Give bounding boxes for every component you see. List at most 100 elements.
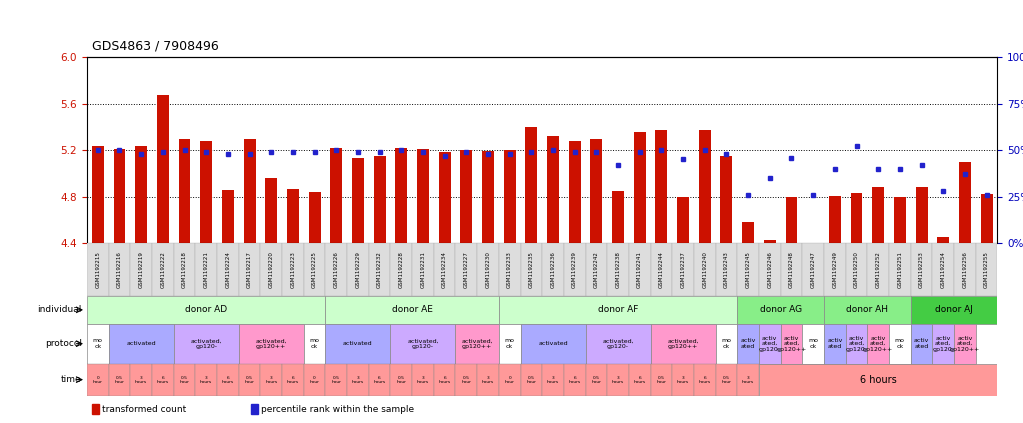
Text: GSM1192221: GSM1192221 <box>204 251 209 288</box>
Bar <box>157 96 169 243</box>
Text: transformed count: transformed count <box>101 405 186 414</box>
Text: GSM1192235: GSM1192235 <box>529 251 534 288</box>
Text: 0.5
hour: 0.5 hour <box>527 376 536 384</box>
Bar <box>391 364 412 396</box>
Bar <box>455 324 499 364</box>
Bar <box>412 243 434 296</box>
Text: GSM1192216: GSM1192216 <box>117 251 122 288</box>
Text: 0.5
hour: 0.5 hour <box>591 376 602 384</box>
Bar <box>547 136 559 243</box>
Bar <box>910 324 932 364</box>
Text: GSM1192253: GSM1192253 <box>919 251 924 288</box>
Bar <box>564 243 585 296</box>
Bar <box>889 243 910 296</box>
Bar <box>954 243 976 296</box>
Bar <box>569 141 581 243</box>
Bar <box>824 296 910 324</box>
Bar <box>802 243 824 296</box>
Text: 3
hours: 3 hours <box>265 376 277 384</box>
Text: GSM1192232: GSM1192232 <box>377 251 383 288</box>
Text: percentile rank within the sample: percentile rank within the sample <box>261 405 414 414</box>
Bar <box>850 193 862 243</box>
Text: donor AE: donor AE <box>392 305 433 314</box>
Bar <box>330 148 343 243</box>
Bar <box>325 243 347 296</box>
Bar <box>889 324 910 364</box>
Text: donor AJ: donor AJ <box>935 305 973 314</box>
Bar <box>959 162 971 243</box>
Text: GSM1192234: GSM1192234 <box>442 251 447 288</box>
Text: 3
hours: 3 hours <box>677 376 690 384</box>
Text: GSM1192225: GSM1192225 <box>312 251 317 288</box>
Bar <box>694 243 716 296</box>
Bar <box>152 364 174 396</box>
Text: activ
ated: activ ated <box>828 338 843 349</box>
Text: activ
ated,
gp120-: activ ated, gp120- <box>759 336 781 352</box>
Bar <box>179 139 190 243</box>
Bar <box>174 324 238 364</box>
Bar <box>846 324 868 364</box>
Text: GDS4863 / 7908496: GDS4863 / 7908496 <box>92 40 219 53</box>
Text: activated,
gp120-: activated, gp120- <box>603 338 634 349</box>
Text: donor AF: donor AF <box>597 305 638 314</box>
Bar <box>87 243 108 296</box>
Bar <box>612 191 624 243</box>
Bar <box>873 187 884 243</box>
Bar <box>417 149 429 243</box>
Text: 0.5
hour: 0.5 hour <box>244 376 255 384</box>
Bar <box>87 296 325 324</box>
Bar <box>564 364 585 396</box>
Bar <box>265 178 277 243</box>
Text: activ
ated,
gp120-: activ ated, gp120- <box>846 336 868 352</box>
Text: GSM1192241: GSM1192241 <box>637 251 642 288</box>
Text: donor AD: donor AD <box>185 305 227 314</box>
Text: protocol: protocol <box>45 339 82 348</box>
Text: GSM1192252: GSM1192252 <box>876 251 881 288</box>
Bar <box>201 141 212 243</box>
Bar <box>656 130 667 243</box>
Text: 3
hours: 3 hours <box>417 376 429 384</box>
Bar <box>152 243 174 296</box>
Text: 0.5
hour: 0.5 hour <box>115 376 125 384</box>
Bar <box>251 404 258 415</box>
Bar <box>738 243 759 296</box>
Bar <box>347 364 368 396</box>
Text: GSM1192237: GSM1192237 <box>680 251 685 288</box>
Bar <box>373 156 386 243</box>
Bar <box>807 243 819 264</box>
Text: 0.5
hour: 0.5 hour <box>396 376 406 384</box>
Bar <box>108 243 130 296</box>
Bar <box>651 364 672 396</box>
Bar <box>868 243 889 296</box>
Bar <box>217 243 238 296</box>
Text: GSM1192228: GSM1192228 <box>399 251 404 288</box>
Bar <box>738 364 759 396</box>
Bar <box>521 243 542 296</box>
Bar <box>716 324 738 364</box>
Bar <box>526 127 537 243</box>
Text: GSM1192249: GSM1192249 <box>833 251 838 288</box>
Text: GSM1192217: GSM1192217 <box>247 251 252 288</box>
Text: 0
hour: 0 hour <box>93 376 102 384</box>
Bar <box>238 324 304 364</box>
Bar <box>130 364 152 396</box>
Bar <box>590 139 603 243</box>
Text: activ
ated: activ ated <box>914 338 929 349</box>
Bar <box>261 364 282 396</box>
Bar <box>130 243 152 296</box>
Bar <box>716 364 738 396</box>
Bar <box>829 195 841 243</box>
Text: 0.5
hour: 0.5 hour <box>180 376 189 384</box>
Bar <box>677 197 690 243</box>
Text: donor AH: donor AH <box>846 305 888 314</box>
Text: activ
ated,
gp120++: activ ated, gp120++ <box>776 336 806 352</box>
Text: activated: activated <box>126 341 155 346</box>
Bar <box>651 243 672 296</box>
Bar <box>477 364 499 396</box>
Text: GSM1192233: GSM1192233 <box>507 251 513 288</box>
Bar <box>764 240 775 243</box>
Text: mo
ck: mo ck <box>504 338 515 349</box>
Bar <box>781 324 802 364</box>
Bar <box>347 243 368 296</box>
Text: 0
hour: 0 hour <box>310 376 319 384</box>
